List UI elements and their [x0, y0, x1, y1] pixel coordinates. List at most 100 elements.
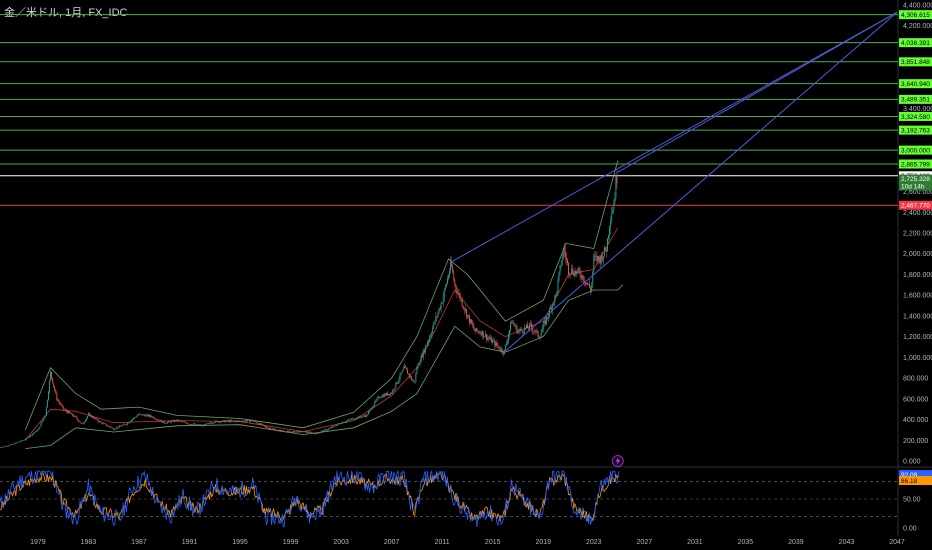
trend-line-1 — [503, 11, 898, 353]
candle-body — [460, 299, 462, 301]
candle-body — [295, 431, 297, 433]
candle-body — [179, 420, 181, 422]
candle-body — [594, 255, 596, 257]
candle-body — [610, 221, 612, 228]
candle-body — [80, 422, 82, 424]
price-axis[interactable]: 0.000 200.000 400.000 600.000 800.000 1,000.0… — [899, 3, 932, 533]
candle-body — [570, 273, 572, 275]
candle-body — [596, 255, 598, 261]
candle-body — [283, 431, 285, 432]
candle-body — [401, 370, 403, 374]
candle-body — [553, 303, 555, 305]
candle-body — [434, 321, 436, 323]
candle-body — [317, 433, 319, 434]
candle-body — [416, 368, 418, 374]
candle-body — [242, 421, 244, 422]
candle-body — [438, 308, 440, 313]
candle-body — [597, 256, 599, 261]
candle-body — [224, 421, 226, 423]
candle-body — [377, 396, 379, 399]
candle-body — [166, 422, 168, 424]
candle-body — [595, 255, 597, 257]
candle-body — [328, 428, 329, 430]
candle-body — [449, 271, 451, 276]
candle-body — [266, 427, 268, 429]
main-price-pane[interactable] — [0, 0, 932, 536]
candle-body — [22, 440, 24, 441]
osc-tick-label: 50.00 — [903, 497, 921, 504]
candle-body — [498, 346, 500, 349]
candle-body — [535, 330, 537, 333]
candle-body — [195, 423, 197, 425]
candle-body — [408, 373, 409, 375]
candle-body — [246, 419, 248, 421]
candle-body — [99, 421, 101, 423]
candle-body — [469, 315, 471, 323]
candle-body — [193, 423, 195, 425]
candle-body — [82, 423, 84, 425]
time-tick-label: 2015 — [485, 539, 501, 546]
level-tag-6-bg — [899, 125, 932, 135]
candle-body — [382, 395, 384, 397]
candle-body — [428, 340, 429, 343]
candle-body — [123, 424, 125, 425]
candle-body — [235, 420, 237, 422]
candle-body — [256, 422, 258, 424]
candle-body — [105, 424, 107, 426]
candle-body — [332, 426, 334, 428]
candle-body — [228, 420, 229, 422]
candle-body — [162, 421, 164, 423]
candle-body — [77, 418, 79, 421]
candle-body — [96, 418, 98, 420]
candle-body — [406, 369, 408, 374]
candle-body — [556, 291, 558, 294]
candle-body — [268, 427, 269, 429]
support-level-tag-bg — [899, 200, 932, 210]
candle-body — [330, 427, 332, 429]
candle-body — [101, 422, 103, 424]
level-tag-4: 3,489.351 — [901, 97, 930, 104]
candle-body — [525, 324, 527, 328]
price-tick-label: 800.000 — [903, 376, 928, 383]
candle-body — [175, 420, 177, 422]
level-tag-0-bg — [899, 10, 932, 20]
candle-body — [149, 415, 150, 417]
candle-body — [316, 432, 318, 434]
candle-body — [453, 272, 455, 280]
candle-body — [390, 392, 392, 395]
candle-body — [6, 445, 8, 447]
candle-body — [496, 342, 498, 346]
time-tick-label: 1987 — [131, 539, 147, 546]
candle-body — [612, 209, 614, 215]
candle-body — [533, 331, 535, 332]
price-tick-label: 1,200.000 — [903, 334, 932, 341]
candle-body — [487, 337, 488, 340]
candle-body — [13, 443, 15, 445]
candle-body — [181, 421, 183, 422]
current-price-tag-bg — [899, 174, 932, 191]
candle-body — [39, 426, 41, 428]
candle-body — [134, 417, 136, 419]
candle-body — [599, 258, 601, 264]
candle-body — [98, 420, 100, 423]
candle-body — [323, 429, 325, 432]
candle-body — [133, 417, 135, 420]
candle-body — [429, 337, 430, 341]
time-axis[interactable]: 1979 1983 1987 1991 1995 1999 2003 2007 2011 2015… — [30, 539, 905, 546]
candle-body — [431, 333, 433, 336]
price-tick-label: 4,400.000 — [903, 3, 932, 10]
candle-body — [119, 425, 121, 427]
candle-body — [393, 389, 395, 391]
osc-d-tag-bg — [899, 476, 932, 486]
candle-body — [507, 340, 508, 344]
candle-body — [343, 422, 345, 423]
support-level-tag: 2,467.770 — [901, 203, 930, 210]
candle-body — [226, 420, 228, 422]
candle-body — [263, 425, 265, 426]
candle-body — [161, 420, 163, 423]
candle-body — [163, 421, 165, 424]
candle-body — [446, 278, 448, 284]
candle-body — [479, 332, 481, 334]
oscillator-pane[interactable] — [0, 469, 898, 528]
